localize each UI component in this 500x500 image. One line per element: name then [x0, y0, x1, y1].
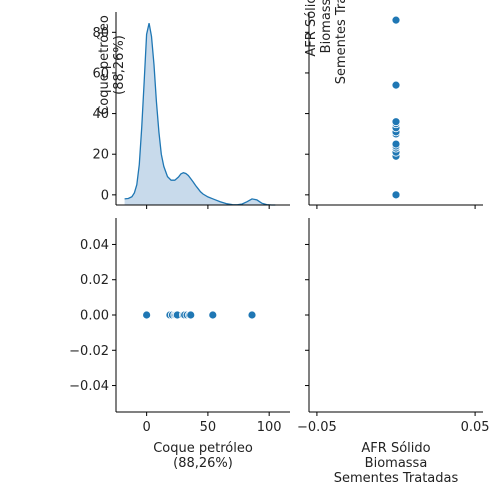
y-tick-label: −0.02: [69, 344, 109, 359]
label-line: AFR Sólido: [361, 441, 430, 456]
panel-scatter-afr-vs-coque: [305, 12, 483, 209]
axis-labels: Coque petróleo (88,26%)AFR Sólido Biomassa…: [97, 0, 458, 486]
y-tick-label: 20: [92, 148, 109, 163]
label-line: (88,26%): [173, 456, 233, 471]
y-tick-label: 40: [92, 107, 109, 122]
y-tick-label: 0.04: [80, 238, 109, 253]
scatter-point: [186, 310, 196, 320]
kde-line: [124, 23, 276, 206]
scatter-point: [391, 15, 401, 25]
label-line: Biomassa: [365, 456, 428, 471]
x-tick-label: 100: [257, 420, 282, 435]
panel-empty-afr: −0.05 0.05: [297, 218, 490, 435]
label-line: Sementes Tratadas: [334, 471, 459, 486]
y-label-afr-wrap: AFR SólidoBiomassaSementes Tratadas: [304, 0, 349, 84]
scatter-point: [391, 80, 401, 90]
panel-kde-coque: 0 20 40 60 80: [92, 12, 290, 209]
x-label-afr: AFR Sólido Biomassa Sementes Tratadas: [334, 441, 459, 486]
y-label-coque-wrap: Coque petróleo(88,26%): [97, 15, 127, 115]
y-tick-label: −0.04: [69, 379, 109, 394]
y-tick-label: 0.00: [80, 309, 109, 324]
x-tick-label: −0.05: [297, 420, 337, 435]
scatter-point: [391, 190, 401, 200]
scatter-point: [391, 139, 401, 149]
label-line: Sementes Tratadas: [334, 0, 349, 84]
y-tick-label: 0.02: [80, 273, 109, 288]
y-tick-label: 80: [92, 26, 109, 41]
scatter-point: [391, 117, 401, 127]
scatter-point: [208, 310, 218, 320]
x-tick-label: 0.05: [461, 420, 490, 435]
kde-area: [124, 23, 276, 206]
label-line: AFR Sólido: [304, 0, 319, 57]
label-line: (88,26%): [112, 35, 127, 95]
scatter-point: [142, 310, 152, 320]
x-tick-label: 50: [200, 420, 217, 435]
panel-scatter-coque-vs-afr: −0.04 −0.02 0.00 0.02 0.04 0 50 100: [69, 218, 290, 435]
label-line: Biomassa: [319, 0, 334, 53]
y-tick-label: 0: [101, 188, 109, 203]
y-tick-label: 60: [92, 66, 109, 81]
label-line: Coque petróleo: [153, 441, 253, 456]
label-line: Coque petróleo: [97, 15, 112, 115]
x-tick-label: 0: [142, 420, 150, 435]
scatter-point: [247, 310, 257, 320]
x-label-coque: Coque petróleo (88,26%): [153, 441, 253, 471]
